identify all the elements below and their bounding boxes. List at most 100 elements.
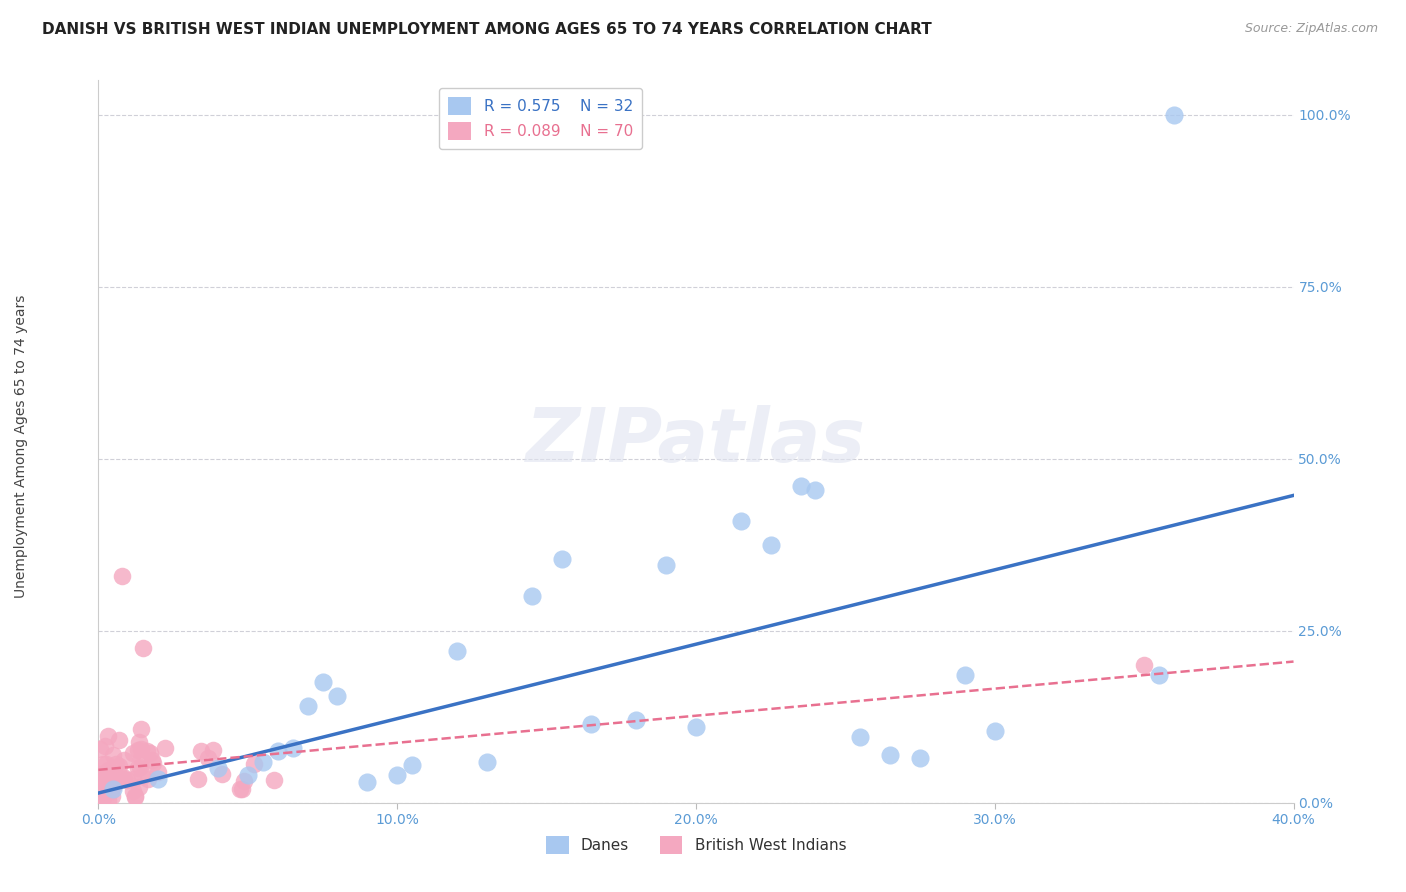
- Point: [103, 779, 125, 793]
- Point: [139, 746, 162, 760]
- Point: [127, 761, 149, 775]
- Point: [89, 742, 111, 756]
- Point: [207, 761, 229, 775]
- Point: [190, 743, 212, 757]
- Point: [581, 716, 603, 731]
- Point: [93, 775, 115, 789]
- Point: [97, 766, 120, 780]
- Point: [91, 773, 114, 788]
- Point: [98, 764, 121, 779]
- Point: [97, 730, 120, 744]
- Point: [129, 751, 152, 765]
- Point: [97, 763, 120, 777]
- Point: [655, 558, 678, 573]
- Point: [233, 774, 256, 789]
- Point: [804, 483, 827, 497]
- Point: [908, 751, 931, 765]
- Point: [105, 757, 128, 772]
- Point: [101, 747, 124, 762]
- Point: [96, 756, 118, 771]
- Point: [1147, 668, 1170, 682]
- Point: [984, 723, 1007, 738]
- Point: [124, 789, 146, 804]
- Point: [111, 770, 134, 784]
- Point: [789, 479, 811, 493]
- Point: [759, 538, 782, 552]
- Point: [236, 768, 259, 782]
- Point: [446, 644, 468, 658]
- Point: [93, 739, 115, 753]
- Point: [148, 765, 170, 780]
- Text: Source: ZipAtlas.com: Source: ZipAtlas.com: [1244, 22, 1378, 36]
- Point: [129, 742, 152, 756]
- Point: [101, 768, 124, 782]
- Point: [122, 772, 145, 786]
- Point: [136, 772, 159, 786]
- Point: [100, 789, 122, 803]
- Point: [148, 772, 170, 786]
- Point: [103, 782, 125, 797]
- Point: [129, 759, 152, 773]
- Point: [211, 767, 233, 781]
- Point: [97, 793, 120, 807]
- Point: [105, 771, 128, 785]
- Point: [112, 772, 135, 786]
- Text: Unemployment Among Ages 65 to 74 years: Unemployment Among Ages 65 to 74 years: [14, 294, 28, 598]
- Point: [385, 768, 409, 782]
- Point: [89, 766, 111, 780]
- Point: [115, 773, 138, 788]
- Point: [141, 753, 163, 767]
- Point: [127, 742, 149, 756]
- Point: [311, 675, 333, 690]
- Point: [252, 755, 274, 769]
- Point: [243, 756, 266, 771]
- Point: [94, 773, 117, 788]
- Point: [197, 751, 219, 765]
- Point: [100, 770, 122, 784]
- Point: [122, 746, 145, 760]
- Point: [90, 786, 112, 800]
- Point: [128, 780, 150, 794]
- Point: [87, 793, 110, 807]
- Point: [849, 731, 872, 745]
- Point: [87, 773, 110, 788]
- Point: [356, 775, 378, 789]
- Point: [124, 789, 146, 803]
- Point: [475, 755, 498, 769]
- Point: [100, 784, 122, 798]
- Point: [187, 772, 209, 786]
- Point: [1133, 658, 1156, 673]
- Point: [132, 640, 155, 655]
- Point: [122, 783, 145, 797]
- Point: [100, 776, 122, 790]
- Point: [326, 689, 349, 703]
- Point: [112, 753, 135, 767]
- Point: [111, 568, 134, 582]
- Point: [626, 713, 648, 727]
- Point: [202, 743, 225, 757]
- Point: [229, 781, 252, 796]
- Point: [155, 741, 177, 756]
- Point: [128, 735, 150, 749]
- Text: ZIPatlas: ZIPatlas: [526, 405, 866, 478]
- Point: [129, 722, 152, 736]
- Point: [142, 756, 165, 770]
- Point: [297, 699, 319, 714]
- Point: [730, 514, 752, 528]
- Point: [685, 720, 707, 734]
- Point: [105, 770, 128, 784]
- Point: [1163, 108, 1185, 122]
- Point: [281, 740, 304, 755]
- Point: [131, 769, 153, 783]
- Point: [401, 758, 423, 772]
- Point: [550, 551, 572, 566]
- Text: DANISH VS BRITISH WEST INDIAN UNEMPLOYMENT AMONG AGES 65 TO 74 YEARS CORRELATION: DANISH VS BRITISH WEST INDIAN UNEMPLOYME…: [42, 22, 932, 37]
- Point: [108, 733, 131, 747]
- Point: [879, 747, 901, 762]
- Point: [91, 756, 114, 771]
- Point: [107, 759, 129, 773]
- Point: [94, 774, 117, 789]
- Point: [520, 590, 543, 604]
- Point: [135, 743, 157, 757]
- Point: [263, 773, 285, 788]
